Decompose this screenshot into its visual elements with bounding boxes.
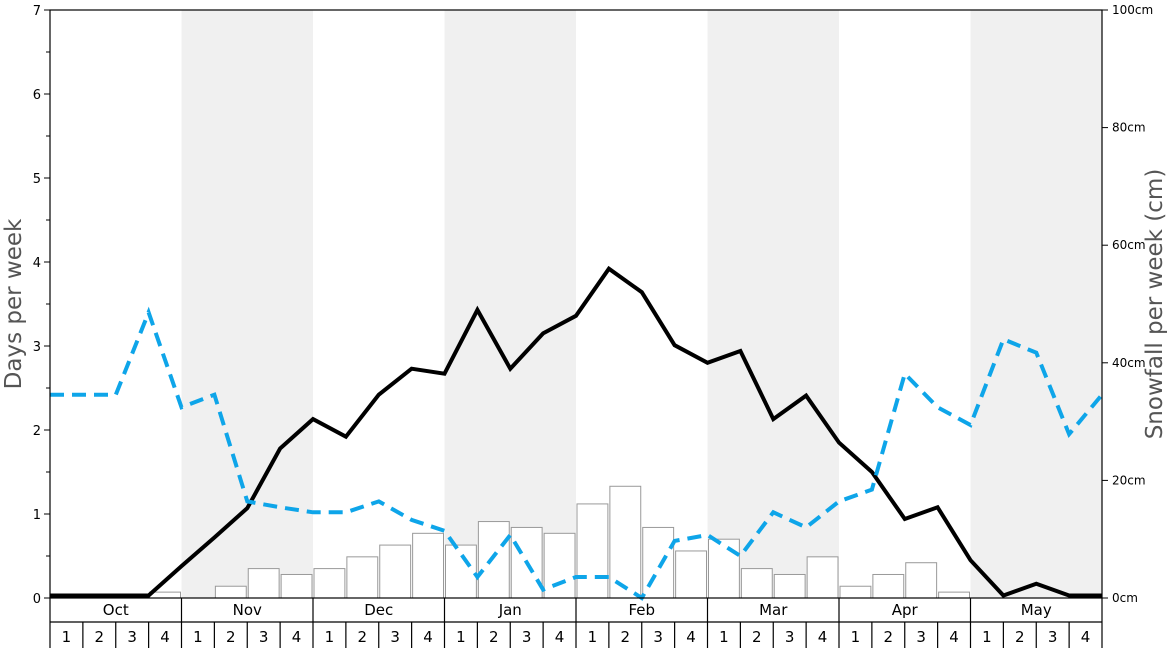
snowfall-bar bbox=[905, 562, 938, 599]
day-lines bbox=[50, 265, 1104, 601]
week-label: 2 bbox=[226, 628, 236, 646]
week-label: 4 bbox=[292, 628, 302, 646]
week-label: 4 bbox=[423, 628, 433, 646]
left-tick-label: 3 bbox=[33, 340, 41, 355]
week-label: 4 bbox=[686, 628, 696, 646]
right-axis-ticks: 0cm 20cm 40cm 60cm 80cm 100cm bbox=[1102, 3, 1153, 605]
snowfall-bar bbox=[313, 568, 346, 599]
snowfall-bar bbox=[346, 556, 379, 599]
week-label: 2 bbox=[95, 628, 105, 646]
snowfall-bar bbox=[708, 538, 740, 599]
snowfall-bar bbox=[773, 573, 806, 599]
month-label: Jan bbox=[498, 601, 522, 619]
week-row: 1 2 3 4 1 2 3 4 1 2 3 4 1 2 3 4 1 2 3 4 1 2 3 4 1 2 3 4 1 2 3 4 bbox=[49, 622, 1103, 648]
month-label: May bbox=[1021, 601, 1052, 619]
week-label: 4 bbox=[555, 628, 565, 646]
week-label: 4 bbox=[949, 628, 959, 646]
left-tick-label: 7 bbox=[33, 4, 41, 19]
snowfall-bar bbox=[642, 526, 675, 599]
month-band bbox=[970, 10, 1102, 598]
snowfall-bar bbox=[806, 556, 839, 599]
snowfall-bar bbox=[740, 568, 773, 599]
week-label: 3 bbox=[522, 628, 532, 646]
snowfall-bar bbox=[247, 568, 280, 599]
snowfall-bar bbox=[280, 573, 313, 599]
snowfall-bar bbox=[839, 585, 872, 599]
snowfall-bar bbox=[609, 485, 642, 599]
month-label: Dec bbox=[364, 601, 393, 619]
left-tick-label: 0 bbox=[33, 592, 41, 607]
left-tick-label: 2 bbox=[33, 424, 41, 439]
week-label: 4 bbox=[818, 628, 828, 646]
week-label: 2 bbox=[752, 628, 762, 646]
month-row: Oct Nov Dec Jan Feb Mar Apr May bbox=[49, 598, 1103, 623]
week-label: 1 bbox=[982, 628, 992, 646]
left-tick-label: 6 bbox=[33, 88, 41, 103]
dashed-series-line bbox=[50, 306, 1104, 601]
left-axis-title: Days per week bbox=[1, 218, 27, 389]
week-label: 2 bbox=[1015, 628, 1025, 646]
right-axis-title: Snowfall per week (cm) bbox=[1142, 169, 1168, 440]
right-tick-label: 40cm bbox=[1112, 356, 1146, 370]
snowfall-bar bbox=[872, 573, 905, 599]
week-label: 3 bbox=[916, 628, 926, 646]
month-label: Feb bbox=[628, 601, 655, 619]
week-label: 2 bbox=[358, 628, 368, 646]
snowfall-bars bbox=[149, 485, 970, 599]
month-label: Apr bbox=[892, 601, 919, 619]
month-bands bbox=[181, 10, 1102, 598]
week-label: 1 bbox=[588, 628, 598, 646]
snowfall-bar bbox=[379, 544, 412, 599]
week-label: 1 bbox=[325, 628, 335, 646]
week-label: 2 bbox=[884, 628, 894, 646]
week-label: 3 bbox=[259, 628, 269, 646]
snowfall-bar bbox=[576, 503, 609, 599]
snowfall-bar bbox=[214, 585, 247, 599]
right-tick-label: 60cm bbox=[1112, 238, 1146, 252]
week-label: 1 bbox=[193, 628, 203, 646]
month-label: Mar bbox=[759, 601, 788, 619]
snowfall-bar bbox=[445, 544, 477, 599]
left-axis-ticks: 0 1 2 3 4 5 6 7 bbox=[33, 4, 50, 607]
week-label: 2 bbox=[621, 628, 631, 646]
snowfall-bar bbox=[412, 532, 444, 599]
left-tick-label: 4 bbox=[33, 256, 41, 271]
right-tick-label: 80cm bbox=[1112, 121, 1146, 135]
week-label: 3 bbox=[653, 628, 663, 646]
left-tick-label: 5 bbox=[33, 172, 41, 187]
month-label: Oct bbox=[103, 601, 129, 619]
week-label: 1 bbox=[62, 628, 72, 646]
snowfall-bar bbox=[477, 521, 510, 599]
week-label: 2 bbox=[489, 628, 499, 646]
week-label: 4 bbox=[1081, 628, 1091, 646]
week-label: 3 bbox=[390, 628, 400, 646]
month-label: Nov bbox=[233, 601, 262, 619]
week-label: 1 bbox=[456, 628, 466, 646]
week-label: 3 bbox=[785, 628, 795, 646]
snowfall-bar bbox=[938, 591, 970, 599]
month-band bbox=[707, 10, 839, 598]
week-label: 3 bbox=[1048, 628, 1058, 646]
right-tick-label: 20cm bbox=[1112, 473, 1146, 487]
week-label: 4 bbox=[160, 628, 170, 646]
week-label: 1 bbox=[719, 628, 729, 646]
snowfall-bar bbox=[543, 532, 576, 599]
month-band bbox=[444, 10, 576, 598]
snowfall-bar bbox=[675, 550, 707, 599]
right-tick-label: 100cm bbox=[1112, 3, 1153, 17]
week-label: 1 bbox=[851, 628, 861, 646]
right-tick-label: 0cm bbox=[1112, 591, 1138, 605]
solid-series-line bbox=[50, 265, 1102, 598]
week-label: 3 bbox=[127, 628, 137, 646]
left-tick-label: 1 bbox=[33, 508, 41, 523]
